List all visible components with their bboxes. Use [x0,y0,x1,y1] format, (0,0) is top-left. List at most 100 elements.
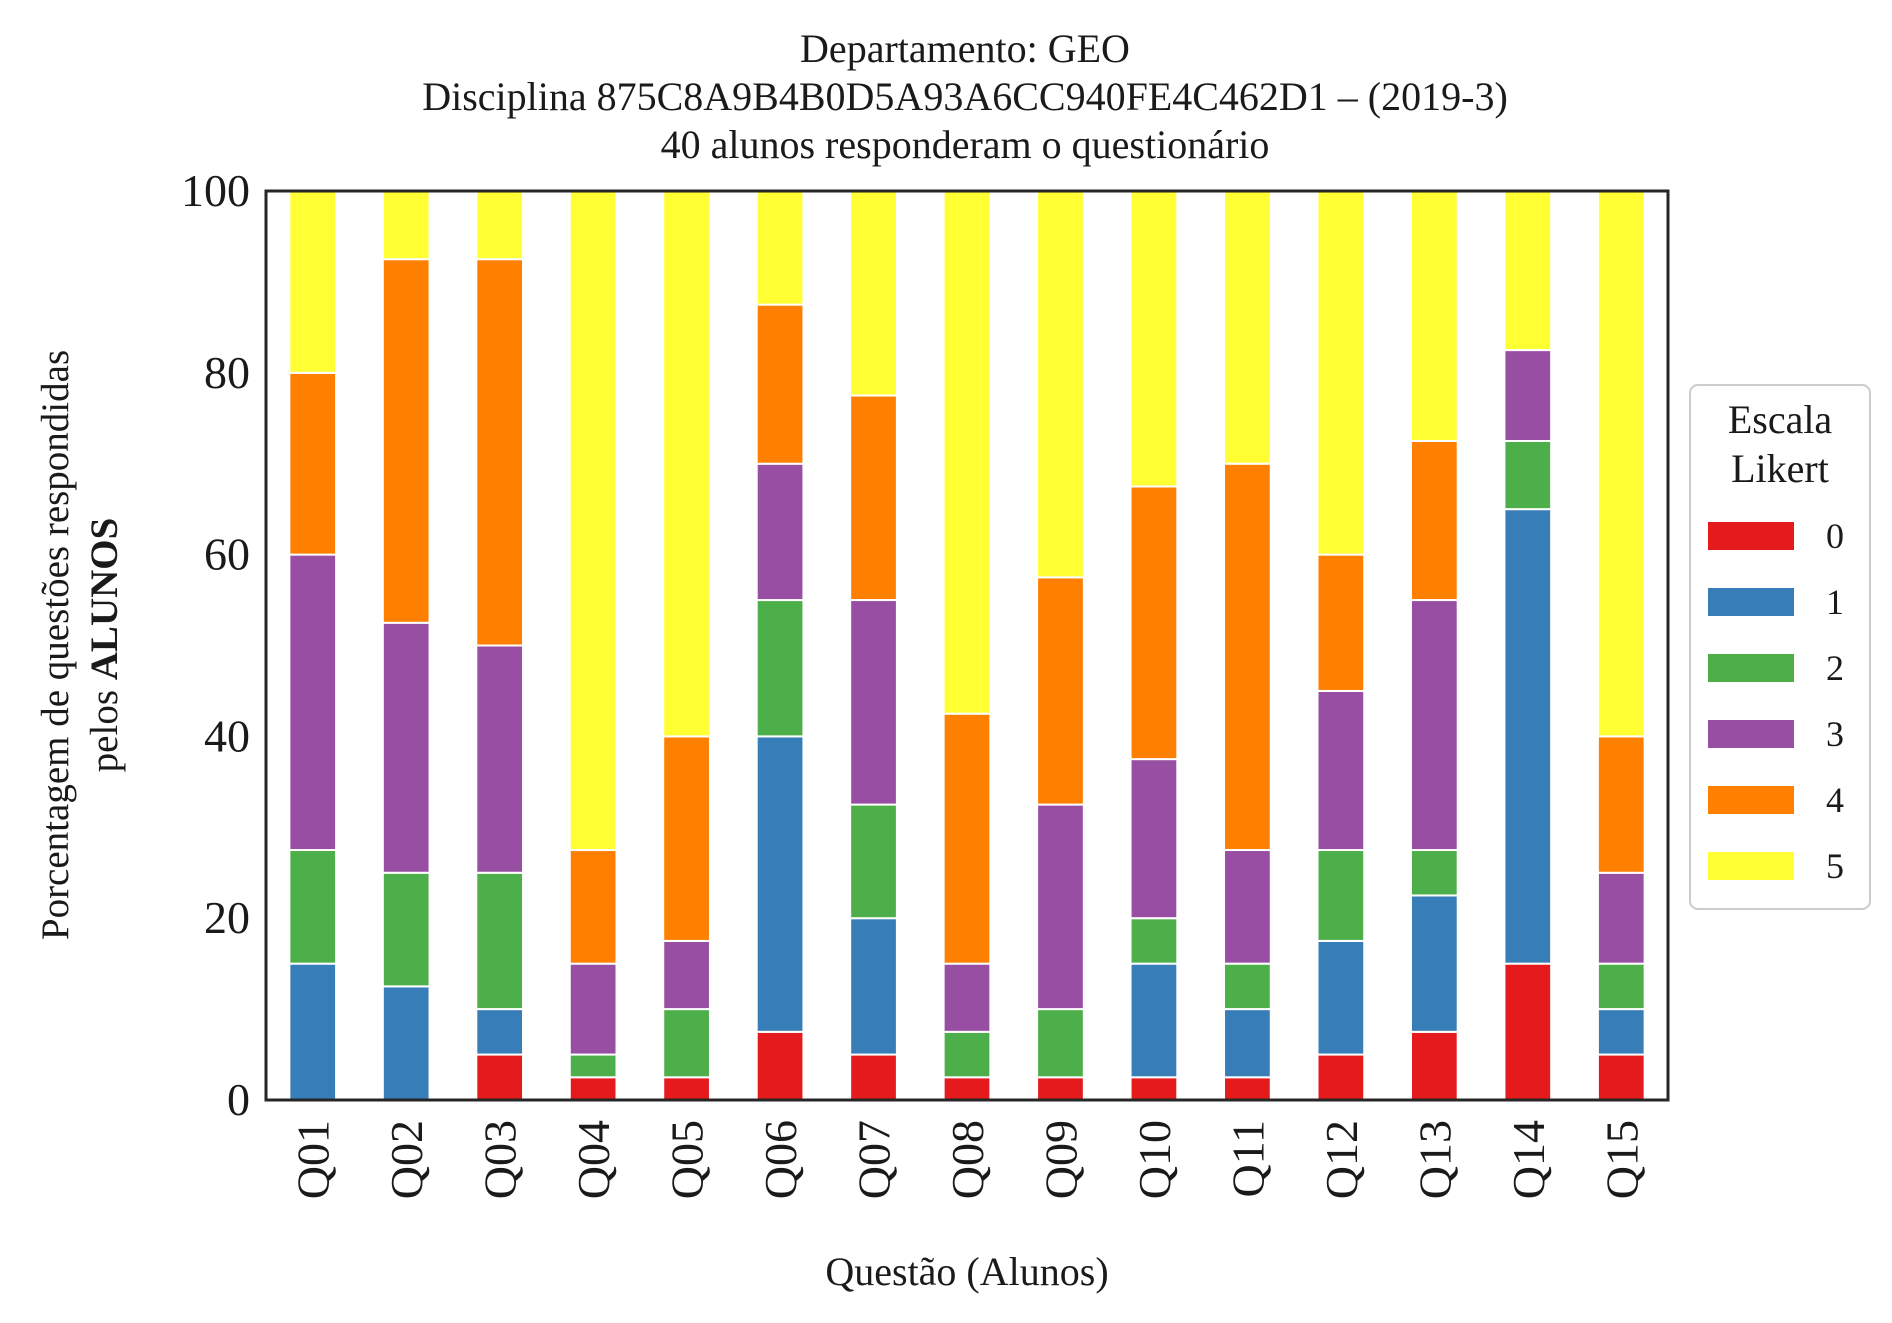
bar-q07-likert-1 [849,917,898,1056]
x-tick-label-q10: Q10 [1129,1120,1180,1199]
x-tick-label-q07: Q07 [849,1120,900,1199]
legend-swatch-0 [1708,522,1794,550]
bar-q06-likert-5 [755,190,805,306]
bar-q15-likert-2 [1596,962,1646,1011]
y-tick-label-40: 40 [204,710,250,761]
bar-q11-likert-1 [1223,1008,1272,1079]
x-tick-label-q08: Q08 [942,1120,993,1199]
legend-label-4: 4 [1826,780,1844,820]
bar-q08-likert-5 [942,190,992,715]
bar-q15-likert-5 [1596,190,1646,738]
bar-q03-likert-2 [475,871,525,1011]
bar-q01-likert-3 [288,553,338,852]
bar-q12-likert-1 [1316,939,1366,1056]
bar-q05-likert-2 [662,1008,711,1079]
legend-swatch-1 [1708,588,1794,616]
bar-q15-likert-3 [1596,871,1646,965]
bar-q07-likert-4 [849,394,898,602]
y-axis-label-line-2: pelos ALUNOS [83,518,126,773]
y-axis-label-prefix: pelos [83,680,126,772]
bar-q14-likert-3 [1503,349,1553,442]
legend-label-2: 2 [1826,648,1844,688]
y-tick-label-100: 100 [181,165,250,216]
legend-label-5: 5 [1826,846,1844,886]
bar-q08-likert-4 [942,712,992,965]
bar-q13-likert-0 [1409,1030,1459,1101]
bar-q09-likert-0 [1036,1076,1085,1102]
x-tick-label-q09: Q09 [1035,1120,1086,1199]
legend: Escala Likert 0 1 2 3 4 5 [1689,384,1871,910]
chart-title-line-1: Departamento: GEO [800,26,1130,71]
legend-title-line-1: Escala [1728,397,1833,442]
legend-swatch-4 [1708,786,1794,814]
legend-label-0: 0 [1826,516,1844,556]
y-axis-label-bold: ALUNOS [83,518,126,681]
y-axis-label: Porcentagem de questões respondidas pelo… [34,350,126,940]
x-tick-label-q13: Q13 [1409,1120,1460,1199]
x-tick-label-q05: Q05 [662,1120,713,1199]
bar-q09-likert-4 [1036,576,1085,806]
bar-q09-likert-2 [1036,1008,1085,1079]
y-tick-label-20: 20 [204,892,250,943]
bar-q01-likert-1 [288,962,338,1102]
bar-q03-likert-4 [475,258,525,647]
bar-q06-likert-0 [755,1030,805,1101]
bar-q10-likert-4 [1129,485,1179,761]
bar-q15-likert-4 [1596,735,1646,874]
legend-label-1: 1 [1826,582,1844,622]
legend-label-3: 3 [1826,714,1844,754]
y-tick-label-60: 60 [204,529,250,580]
bar-q13-likert-2 [1409,849,1459,897]
bar-q10-likert-0 [1129,1076,1179,1102]
x-axis-label: Questão (Alunos) [825,1249,1108,1294]
y-tick-label-80: 80 [204,347,250,398]
bar-q14-likert-1 [1503,508,1553,965]
bar-q12-likert-0 [1316,1053,1366,1102]
legend-swatch-2 [1708,654,1794,682]
bar-q11-likert-3 [1223,849,1272,965]
bar-q08-likert-0 [942,1076,992,1102]
bar-q12-likert-3 [1316,689,1366,852]
bar-q02-likert-2 [381,871,431,988]
bar-q10-likert-1 [1129,962,1179,1079]
bar-q04-likert-3 [568,962,618,1056]
bar-q05-likert-3 [662,939,711,1011]
x-tick-label-q04: Q04 [568,1120,619,1199]
bar-q15-likert-1 [1596,1008,1646,1056]
chart-title-line-3: 40 alunos responderam o questionário [661,122,1270,167]
bar-q10-likert-2 [1129,917,1179,965]
bar-q15-likert-0 [1596,1053,1646,1102]
bar-q06-likert-4 [755,303,805,465]
x-axis-ticks: Q01 Q02 Q03 Q04 Q05 Q06 Q07 Q08 Q09 Q10 Q11 Q12 Q13 Q… [288,1120,1648,1199]
bars-group [288,190,1646,1102]
bar-q13-likert-4 [1409,439,1459,602]
x-tick-label-q03: Q03 [475,1120,526,1199]
bar-q10-likert-5 [1129,190,1179,488]
bar-q05-likert-4 [662,735,711,942]
legend-title-line-2: Likert [1731,446,1829,491]
bar-q08-likert-3 [942,962,992,1033]
x-tick-label-q15: Q15 [1596,1120,1647,1199]
bar-q13-likert-3 [1409,599,1459,852]
bar-q02-likert-5 [381,190,431,261]
x-tick-label-q02: Q02 [381,1120,432,1199]
bar-q06-likert-2 [755,599,805,738]
bar-q06-likert-1 [755,735,805,1033]
bar-q03-likert-1 [475,1008,525,1056]
bar-q11-likert-2 [1223,962,1272,1011]
bar-q04-likert-2 [568,1053,618,1079]
bar-q07-likert-3 [849,599,898,806]
bar-q12-likert-4 [1316,553,1366,692]
bar-q12-likert-5 [1316,190,1366,556]
bar-q04-likert-5 [568,190,618,852]
bar-q11-likert-5 [1223,190,1272,465]
bar-q05-likert-0 [662,1076,711,1102]
bar-q13-likert-1 [1409,894,1459,1033]
bar-q01-likert-2 [288,849,338,965]
bar-q12-likert-2 [1316,849,1366,942]
bar-q11-likert-0 [1223,1076,1272,1102]
legend-swatch-5 [1708,852,1794,880]
bar-q08-likert-2 [942,1030,992,1079]
bar-q07-likert-0 [849,1053,898,1102]
